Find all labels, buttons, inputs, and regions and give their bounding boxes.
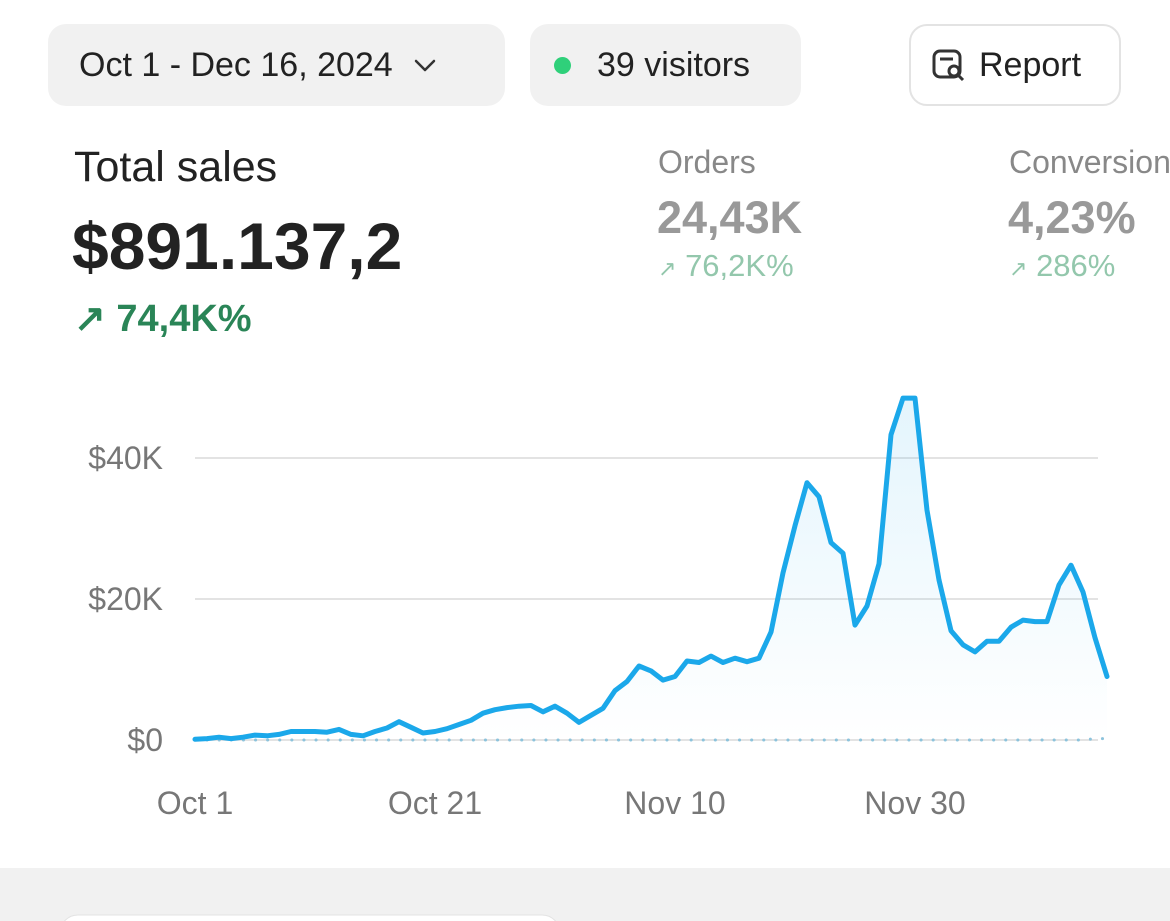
metric-change: ↗ 74,4K%	[74, 296, 252, 341]
date-range: Oct 1 - Dec 16, 2024	[79, 45, 393, 84]
metric-change-value: 76,2K%	[685, 248, 794, 283]
metric-value: 4,23%	[1008, 192, 1136, 243]
x-tick-label: Oct 21	[388, 785, 482, 821]
y-tick-label: $20K	[88, 581, 163, 617]
metric-label: Total sales	[74, 143, 278, 191]
date-picker[interactable]: Oct 1 - Dec 16, 2024	[48, 24, 505, 106]
arrow: ↗	[74, 298, 106, 340]
live-dot	[554, 56, 571, 74]
arrow: ↗	[1009, 256, 1028, 281]
y-tick-label: $0	[127, 722, 163, 758]
sales-line	[192, 395, 1110, 742]
metric-change-value: 74,4K%	[116, 298, 252, 340]
y-tick-label: $40K	[88, 440, 163, 476]
metric-value: $891.137,2	[72, 209, 403, 283]
x-tick-label: Nov 10	[624, 785, 725, 821]
report-icon	[932, 49, 965, 82]
bottom-card	[63, 914, 557, 921]
metric-label: Orders	[658, 144, 756, 180]
visitors: 39 visitors	[597, 45, 751, 84]
chevron	[414, 59, 435, 72]
x-tick-label: Oct 1	[157, 785, 233, 821]
metric-label: Conversion	[1009, 144, 1170, 180]
area	[195, 398, 1107, 740]
x-tick-label: Nov 30	[864, 785, 965, 821]
metric-change-value: 286%	[1036, 248, 1116, 283]
visitors-pill[interactable]: 39 visitors	[530, 24, 801, 106]
metric-value: 24,43K	[657, 192, 803, 243]
arrow: ↗	[658, 256, 677, 281]
bottom-band	[0, 868, 1170, 921]
report-label: Report	[979, 45, 1082, 84]
metric-change: ↗ 76,2K%	[658, 248, 794, 284]
report-button[interactable]: Report	[909, 24, 1121, 106]
metric-change: ↗ 286%	[1009, 248, 1115, 284]
